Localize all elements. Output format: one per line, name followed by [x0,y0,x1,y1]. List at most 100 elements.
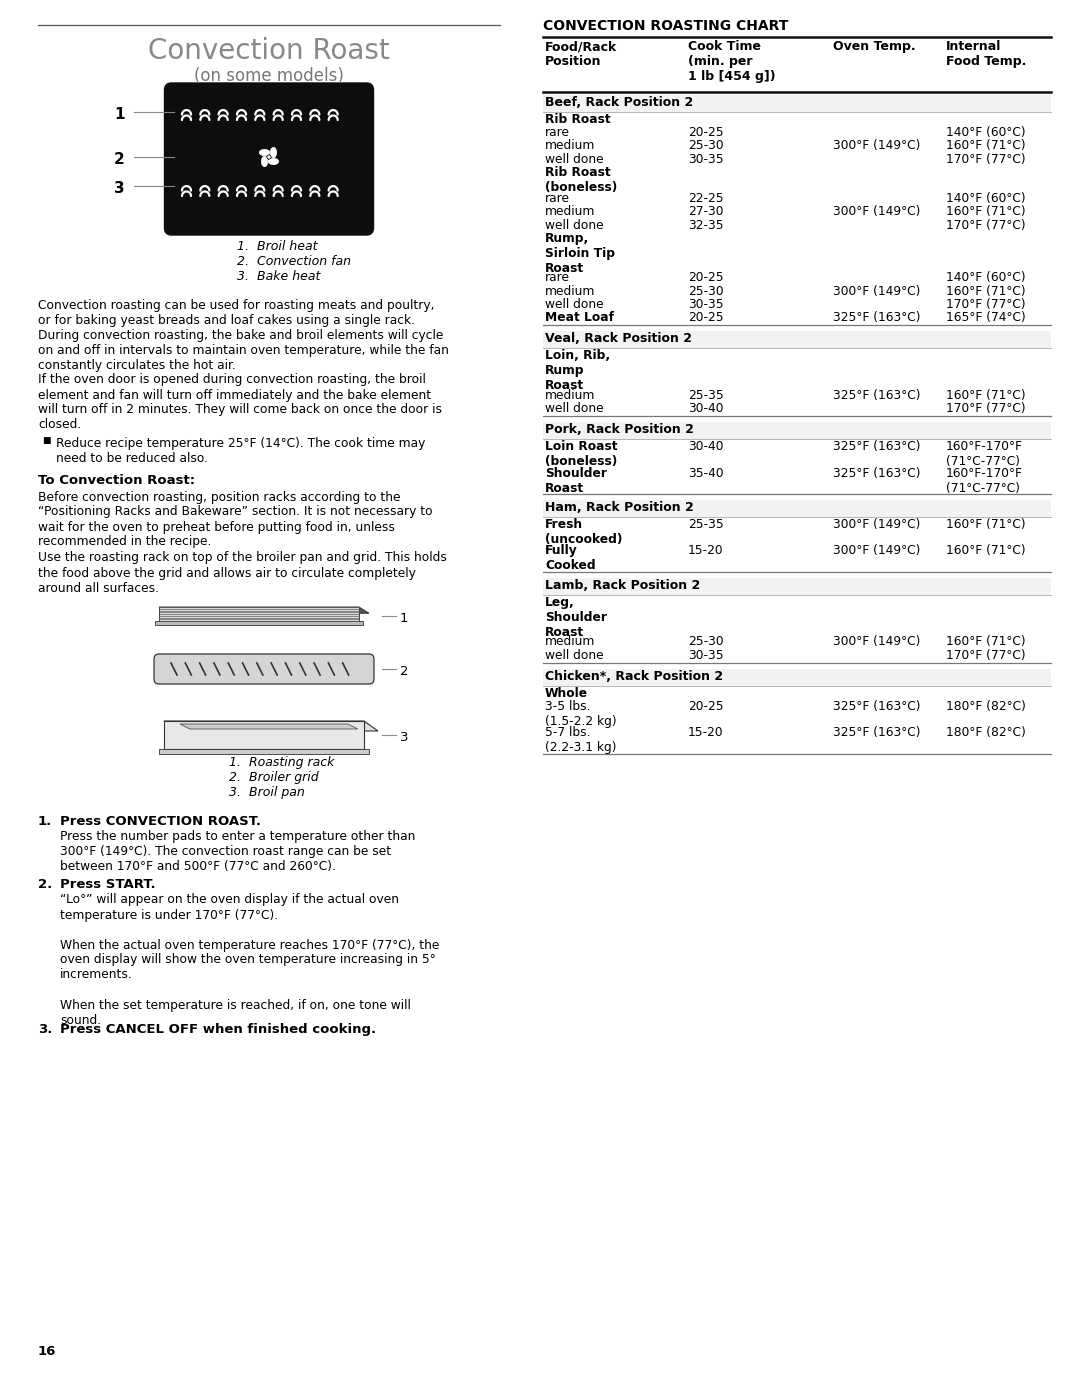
Ellipse shape [261,156,268,166]
Text: To Convection Roast:: To Convection Roast: [38,475,195,488]
Text: 180°F (82°C): 180°F (82°C) [946,726,1026,739]
Text: 170°F (77°C): 170°F (77°C) [946,402,1026,415]
Polygon shape [180,724,357,729]
Text: Meat Loaf: Meat Loaf [545,312,615,324]
Text: 15-20: 15-20 [688,545,724,557]
Text: 3: 3 [400,731,408,745]
Text: Rib Roast: Rib Roast [545,113,610,126]
Polygon shape [164,721,364,749]
Text: 300°F (149°C): 300°F (149°C) [833,636,920,648]
Text: CONVECTION ROASTING CHART: CONVECTION ROASTING CHART [543,20,788,34]
Text: 20-25: 20-25 [688,700,724,712]
Text: 16: 16 [38,1345,56,1358]
Ellipse shape [268,158,279,165]
Text: 160°F (71°C): 160°F (71°C) [946,205,1026,218]
Text: 30-40: 30-40 [688,440,724,453]
Text: 3.  Broil pan: 3. Broil pan [229,787,305,799]
Text: medium: medium [545,285,595,298]
Bar [543,95,1051,112]
Text: Chicken*, Rack Position 2: Chicken*, Rack Position 2 [545,669,724,683]
Text: 1.  Broil heat: 1. Broil heat [237,240,318,253]
Text: 32-35: 32-35 [688,218,724,232]
Text: 2.  Convection fan: 2. Convection fan [237,256,351,268]
Polygon shape [159,608,359,622]
Text: 25-35: 25-35 [688,388,724,402]
Text: 300°F (149°C): 300°F (149°C) [833,545,920,557]
Text: well done: well done [545,402,604,415]
Text: well done: well done [545,298,604,310]
Text: 140°F (60°C): 140°F (60°C) [946,271,1026,285]
Text: medium: medium [545,140,595,152]
Bar [543,500,1051,517]
Text: rare: rare [545,126,570,140]
Polygon shape [156,622,363,624]
Bar [543,422,1051,439]
Text: Rump,
Sirloin Tip
Roast: Rump, Sirloin Tip Roast [545,232,615,275]
Text: (on some models): (on some models) [194,67,343,85]
Text: 160°F (71°C): 160°F (71°C) [946,388,1026,402]
Text: Leg,
Shoulder
Roast: Leg, Shoulder Roast [545,595,607,638]
Text: 325°F (163°C): 325°F (163°C) [833,700,920,712]
Bar [543,578,1051,595]
Text: 325°F (163°C): 325°F (163°C) [833,467,920,479]
Text: 325°F (163°C): 325°F (163°C) [833,312,920,324]
Text: 30-35: 30-35 [688,298,724,310]
Text: 170°F (77°C): 170°F (77°C) [946,152,1026,166]
Text: 30-35: 30-35 [688,152,724,166]
Text: 1: 1 [114,108,125,122]
Text: 30-40: 30-40 [688,402,724,415]
Text: 160°F (71°C): 160°F (71°C) [946,545,1026,557]
Text: 20-25: 20-25 [688,271,724,285]
Text: 160°F-170°F
(71°C-77°C): 160°F-170°F (71°C-77°C) [946,467,1023,495]
Text: 170°F (77°C): 170°F (77°C) [946,298,1026,310]
Text: “Lo°” will appear on the oven display if the actual oven
temperature is under 17: “Lo°” will appear on the oven display if… [60,894,440,1027]
Text: Loin Roast
(boneless): Loin Roast (boneless) [545,440,618,468]
Text: 22-25: 22-25 [688,193,724,205]
Text: medium: medium [545,205,595,218]
Text: Convection Roast: Convection Roast [148,36,390,66]
Text: Veal, Rack Position 2: Veal, Rack Position 2 [545,332,692,345]
Text: 300°F (149°C): 300°F (149°C) [833,205,920,218]
Text: Fresh
(uncooked): Fresh (uncooked) [545,518,622,546]
Text: ■: ■ [42,436,51,446]
Text: 35-40: 35-40 [688,467,724,479]
Text: Food/Rack
Position: Food/Rack Position [545,41,618,68]
Text: Rib Roast
(boneless): Rib Roast (boneless) [545,166,618,194]
Text: 3.  Bake heat: 3. Bake heat [237,270,321,284]
Text: Pork, Rack Position 2: Pork, Rack Position 2 [545,423,693,436]
Text: rare: rare [545,193,570,205]
Text: 5-7 lbs.
(2.2-3.1 kg): 5-7 lbs. (2.2-3.1 kg) [545,726,617,754]
Text: 160°F (71°C): 160°F (71°C) [946,140,1026,152]
Text: 25-30: 25-30 [688,636,724,648]
Text: Ham, Rack Position 2: Ham, Rack Position 2 [545,502,693,514]
Text: 15-20: 15-20 [688,726,724,739]
FancyBboxPatch shape [164,82,374,235]
Text: well done: well done [545,648,604,662]
Text: 1.  Roasting rack: 1. Roasting rack [229,756,335,768]
Text: 300°F (149°C): 300°F (149°C) [833,140,920,152]
Text: Shoulder
Roast: Shoulder Roast [545,467,607,495]
Text: 170°F (77°C): 170°F (77°C) [946,648,1026,662]
Text: 2: 2 [400,665,408,678]
Text: 3-5 lbs.
(1.5-2.2 kg): 3-5 lbs. (1.5-2.2 kg) [545,700,617,728]
Text: 325°F (163°C): 325°F (163°C) [833,388,920,402]
Text: 3: 3 [114,182,125,196]
Text: Press CONVECTION ROAST.: Press CONVECTION ROAST. [60,814,261,828]
Text: Cook Time
(min. per
1 lb [454 g]): Cook Time (min. per 1 lb [454 g]) [688,41,775,82]
Text: 3.: 3. [38,1023,52,1037]
Polygon shape [159,608,369,613]
Text: 325°F (163°C): 325°F (163°C) [833,440,920,453]
Text: 300°F (149°C): 300°F (149°C) [833,285,920,298]
Circle shape [268,156,270,158]
Text: 20-25: 20-25 [688,312,724,324]
Text: Fully
Cooked: Fully Cooked [545,545,596,573]
Text: Beef, Rack Position 2: Beef, Rack Position 2 [545,96,693,109]
Text: 140°F (60°C): 140°F (60°C) [946,193,1026,205]
Text: 160°F (71°C): 160°F (71°C) [946,636,1026,648]
Text: 25-35: 25-35 [688,518,724,531]
Text: 2: 2 [114,152,125,168]
Text: medium: medium [545,388,595,402]
Ellipse shape [259,149,270,155]
Text: well done: well done [545,218,604,232]
Text: Before convection roasting, position racks according to the
“Positioning Racks a: Before convection roasting, position rac… [38,490,433,549]
